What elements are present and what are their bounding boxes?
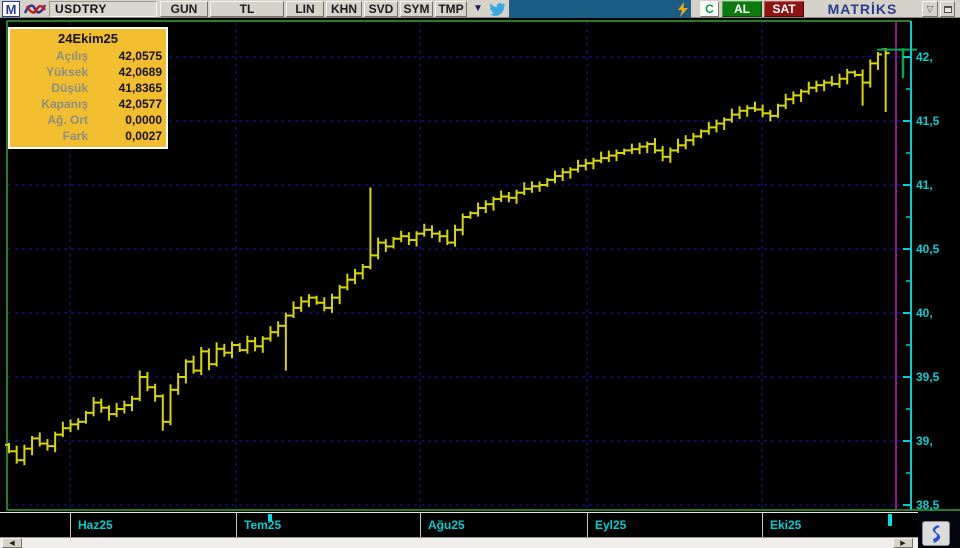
x-axis-band: Haz25 Tem25 Ağu25 Eyl25 Eki25 xyxy=(0,512,918,538)
month-separator xyxy=(420,513,421,538)
x-axis-month-label: Tem25 xyxy=(244,518,282,532)
linear-scale-button[interactable]: LIN xyxy=(286,1,324,17)
sym-button[interactable]: SYM xyxy=(400,1,433,17)
scroll-right-icon[interactable]: ▶ xyxy=(893,538,913,548)
refresh-icon[interactable]: C xyxy=(700,1,719,17)
title-band xyxy=(509,0,691,18)
price-chart: 42, 41,5 41, 40,5 40, 39,5 39, 38,5 xyxy=(5,20,960,512)
high-value: 42,0689 xyxy=(118,65,162,79)
wavg-value: 0,0000 xyxy=(125,113,162,127)
x-axis-month-label: Haz25 xyxy=(78,518,113,532)
chart-type-icon[interactable] xyxy=(21,1,48,17)
minimize-icon[interactable] xyxy=(940,1,955,17)
month-separator xyxy=(236,513,237,538)
close-label: Kapanış xyxy=(41,97,88,111)
currency-tl-button[interactable]: TL xyxy=(210,1,284,17)
x-axis-marker-tick xyxy=(268,514,272,521)
info-row-high: Yüksek 42,0689 xyxy=(14,64,162,80)
y-axis-label: 40,5 xyxy=(916,242,940,256)
info-row-wavg: Ağ. Ort 0,0000 xyxy=(14,112,162,128)
lightning-icon[interactable] xyxy=(677,1,689,17)
symbol-input[interactable]: USDTRY xyxy=(49,1,157,17)
month-separator xyxy=(762,513,763,538)
month-separator xyxy=(587,513,588,538)
matriks-logo: MATRİKS xyxy=(827,1,898,17)
svd-button[interactable]: SVD xyxy=(364,1,398,17)
close-value: 42,0577 xyxy=(118,97,162,111)
y-axis-label: 42, xyxy=(916,50,933,64)
khn-button[interactable]: KHN xyxy=(326,1,362,17)
info-row-diff: Fark 0,0027 xyxy=(14,128,162,144)
x-axis-month-label: Eki25 xyxy=(770,518,802,532)
matriks-flash-button[interactable] xyxy=(922,521,950,546)
buy-button[interactable]: AL xyxy=(722,1,762,17)
x-axis-month-label: Ağu25 xyxy=(428,518,465,532)
twitter-icon[interactable] xyxy=(488,1,508,17)
y-axis-label: 39, xyxy=(916,434,933,448)
minimize-glyph xyxy=(943,5,952,13)
flash-bolt-icon xyxy=(932,524,941,543)
y-axis-label: 39,5 xyxy=(916,370,940,384)
matriks-m-icon[interactable]: M xyxy=(2,1,20,17)
info-box-date: 24Ekim25 xyxy=(58,31,118,46)
info-row-close: Kapanış 42,0577 xyxy=(14,96,162,112)
open-value: 42,0575 xyxy=(118,49,162,63)
sell-button[interactable]: SAT xyxy=(764,1,804,17)
horizontal-scrollbar[interactable]: ◀ ▶ xyxy=(0,537,918,548)
tmp-button[interactable]: TMP xyxy=(435,1,467,17)
diff-label: Fark xyxy=(62,129,88,143)
chevron-down-icon[interactable]: ▼ xyxy=(473,3,483,14)
chart-type-glyph xyxy=(23,4,46,14)
open-label: Açılış xyxy=(55,49,88,63)
info-row-low: Düşük 41,8365 xyxy=(14,80,162,96)
y-axis-label: 40, xyxy=(916,306,933,320)
diff-value: 0,0027 xyxy=(125,129,162,143)
twitter-bird-glyph xyxy=(490,2,506,16)
low-value: 41,8365 xyxy=(118,81,162,95)
period-gun-button[interactable]: GUN xyxy=(160,1,208,17)
high-label: Yüksek xyxy=(45,65,88,79)
y-axis-label: 38,5 xyxy=(916,498,940,512)
ohlc-info-box: 24Ekim25 Açılış 42,0575 Yüksek 42,0689 D… xyxy=(8,27,168,149)
month-separator xyxy=(70,513,71,538)
scroll-left-icon[interactable]: ◀ xyxy=(2,538,22,548)
y-axis-label: 41, xyxy=(916,178,933,192)
x-axis-marker-tick xyxy=(888,514,892,526)
wavg-label: Ağ. Ort xyxy=(47,113,88,127)
low-label: Düşük xyxy=(51,81,88,95)
collapse-chevron-icon[interactable]: ▽ xyxy=(922,1,938,17)
y-axis-label: 41,5 xyxy=(916,114,940,128)
toolbar: M USDTRY GUN TL LIN KHN SVD SYM TMP ▼ C … xyxy=(0,0,960,18)
info-row-open: Açılış 42,0575 xyxy=(14,48,162,64)
x-axis-month-label: Eyl25 xyxy=(595,518,627,532)
